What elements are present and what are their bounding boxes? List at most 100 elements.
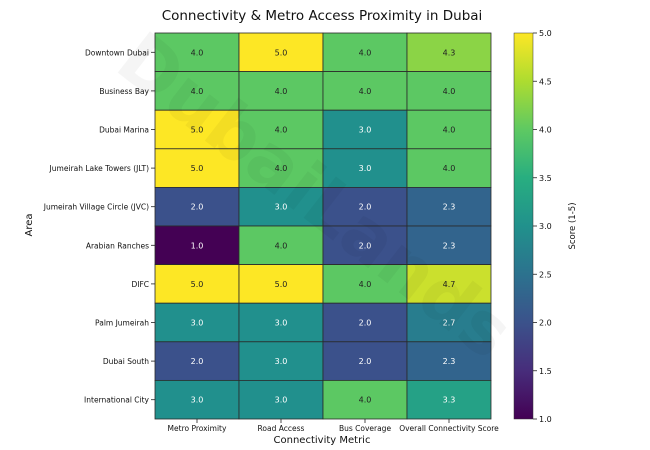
y-tick-label: Dubai Marina [99, 126, 149, 135]
cell-value-label: 5.0 [191, 126, 204, 135]
cell-value-label: 5.0 [275, 280, 288, 289]
cell-value-label: 4.0 [191, 87, 204, 96]
colorbar-ticks: 1.0 1.5 2.0 2.5 3.0 3.5 4.0 4.5 5.0 [533, 29, 552, 424]
y-axis-label: Area [24, 213, 35, 236]
cell-value-label: 2.3 [443, 203, 456, 212]
heatmap-cell [406, 302, 492, 343]
cell-value-label: 4.0 [359, 280, 372, 289]
cell-value-label: 3.0 [359, 126, 372, 135]
cell-value-label: 3.0 [275, 203, 288, 212]
cell-value-label: 2.0 [359, 241, 372, 250]
colorbar-tick-label: 5.0 [539, 29, 552, 38]
cell-value-label: 4.0 [359, 87, 372, 96]
cell-value-label: 2.0 [359, 357, 372, 366]
heatmap-cell [322, 148, 408, 188]
cell-value-label: 5.0 [191, 280, 204, 289]
heatmap-cell [406, 264, 492, 304]
colorbar-tick-label: 4.0 [539, 126, 552, 135]
heatmap-cell [238, 71, 324, 111]
x-tick-labels: Metro Proximity Road Access Bus Coverage Ov… [168, 419, 499, 433]
cell-value-label: 4.0 [275, 126, 288, 135]
heatmap-cell [322, 71, 408, 111]
x-tick-label: Bus Coverage [339, 424, 392, 433]
cell-value-label: 4.7 [443, 280, 456, 289]
heatmap-cell [154, 32, 240, 72]
y-tick-label: International City [84, 396, 150, 405]
heatmap-cell [238, 225, 324, 265]
chart-title: Connectivity & Metro Access Proximity in… [162, 8, 483, 24]
cell-value-label: 4.0 [359, 48, 372, 57]
y-tick-label: Jumeirah Village Circle (JVC) [43, 203, 149, 212]
colorbar-gradient [513, 32, 534, 420]
colorbar [513, 32, 534, 420]
cell-value-label: 3.0 [275, 319, 288, 328]
heatmap-cell [154, 379, 240, 420]
cell-value-label: 2.7 [443, 319, 456, 328]
colorbar-tick-label: 4.5 [539, 77, 552, 86]
heatmap-cell [322, 341, 408, 381]
colorbar-tick-label: 1.0 [539, 415, 552, 424]
colorbar-label: Score (1-5) [568, 202, 578, 249]
x-tick-label: Road Access [258, 424, 305, 433]
cell-value-label: 3.0 [275, 396, 288, 405]
heatmap-cell [406, 225, 492, 265]
heatmap-cell [406, 186, 492, 227]
cell-value-label: 4.0 [443, 126, 456, 135]
y-tick-label: Palm Jumeirah [95, 319, 149, 328]
cell-value-label: 5.0 [275, 48, 288, 57]
x-tick-label: Overall Connectivity Score [399, 424, 499, 433]
cell-value-label: 2.3 [443, 357, 456, 366]
colorbar-tick-label: 3.5 [539, 174, 552, 183]
heatmap-cell [406, 109, 492, 150]
heatmap-cell [322, 264, 408, 304]
y-tick-label: Dubai South [103, 357, 149, 366]
y-tick-label: Arabian Ranches [86, 241, 149, 250]
heatmap-cell [406, 379, 492, 420]
colorbar-tick-label: 1.5 [539, 367, 552, 376]
heatmap-cell [238, 379, 324, 420]
colorbar-tick-label: 2.5 [539, 270, 552, 279]
heatmap-cell [406, 148, 492, 188]
heatmap-cell [238, 264, 324, 304]
colorbar-tick-label: 3.0 [539, 222, 552, 231]
cell-value-label: 2.0 [191, 357, 204, 366]
cell-value-label: 4.0 [275, 164, 288, 173]
heatmap-cell [406, 341, 492, 381]
heatmap-cell [238, 32, 324, 72]
cell-value-label: 4.0 [443, 87, 456, 96]
cell-value-label: 2.0 [359, 319, 372, 328]
heatmap-cell [154, 186, 240, 227]
y-tick-label: Downtown Dubai [85, 48, 149, 57]
heatmap-cells: 4.0 5.0 4.0 4.3 4.0 4.0 4.0 4.0 5.0 4.0 3.0 4.0 5.0 4… [154, 32, 492, 420]
x-tick-label: Metro Proximity [168, 424, 227, 433]
heatmap-cell [322, 109, 408, 150]
heatmap-cell [154, 341, 240, 381]
cell-value-label: 3.0 [359, 164, 372, 173]
cell-value-label: 4.0 [443, 164, 456, 173]
heatmap-cell [238, 109, 324, 150]
y-tick-label: DIFC [131, 280, 149, 289]
cell-value-label: 1.0 [191, 241, 204, 250]
y-tick-labels: Downtown Dubai Business Bay Dubai Marina Ju… [43, 48, 155, 405]
colorbar-tick-label: 2.0 [539, 319, 552, 328]
cell-value-label: 2.0 [359, 203, 372, 212]
x-axis-label: Connectivity Metric [274, 435, 371, 446]
cell-value-label: 4.3 [443, 48, 456, 57]
heatmap-cell [322, 379, 408, 420]
heatmap-cell [322, 225, 408, 265]
cell-value-label: 4.0 [191, 48, 204, 57]
cell-value-label: 3.0 [191, 319, 204, 328]
heatmap-cell [406, 32, 492, 72]
heatmap-cell [406, 71, 492, 111]
cell-value-label: 2.3 [443, 241, 456, 250]
cell-value-label: 4.0 [275, 87, 288, 96]
cell-value-label: 4.0 [359, 396, 372, 405]
cell-value-label: 2.0 [191, 203, 204, 212]
y-tick-label: Business Bay [99, 87, 149, 96]
cell-value-label: 4.0 [275, 241, 288, 250]
cell-value-label: 3.0 [191, 396, 204, 405]
cell-value-label: 5.0 [191, 164, 204, 173]
cell-value-label: 3.3 [443, 396, 456, 405]
heatmap-cell [154, 264, 240, 304]
